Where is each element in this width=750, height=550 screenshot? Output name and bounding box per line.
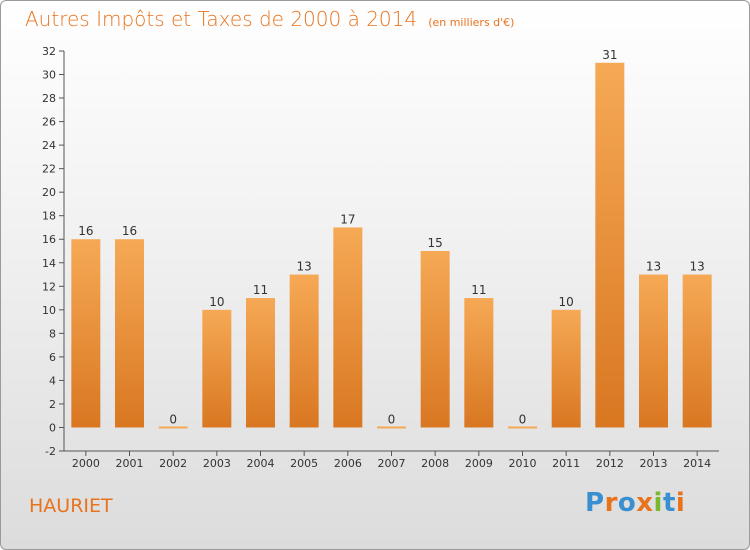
y-tick-label: 32 <box>42 45 56 58</box>
x-tick-label: 2014 <box>683 457 711 470</box>
bar <box>595 62 625 428</box>
x-tick-label: 2001 <box>116 457 144 470</box>
logo-letter: o <box>617 488 637 518</box>
bar <box>246 298 275 428</box>
y-tick-label: 16 <box>42 233 56 246</box>
x-tick-label: 2009 <box>465 457 493 470</box>
bar <box>464 298 494 428</box>
x-tick-label: 2013 <box>640 457 668 470</box>
logo-letter: i <box>653 488 663 518</box>
bar-value-label: 31 <box>602 48 617 62</box>
y-tick-label: 4 <box>49 374 56 387</box>
x-tick-label: 2000 <box>72 457 100 470</box>
y-tick-label: 22 <box>42 163 56 176</box>
y-tick-label: 30 <box>42 69 56 82</box>
x-tick-label: 2005 <box>290 457 318 470</box>
logo-letter: r <box>604 488 618 518</box>
bar-value-label: 0 <box>519 412 527 426</box>
bar-value-label: 0 <box>169 412 177 426</box>
y-tick-label: 18 <box>42 210 56 223</box>
bar-value-label: 10 <box>209 295 224 309</box>
bar-value-label: 16 <box>122 224 137 238</box>
bar <box>682 274 712 428</box>
bar-value-label: 0 <box>388 412 396 426</box>
x-tick-label: 2011 <box>552 457 580 470</box>
y-tick-label: 24 <box>42 139 56 152</box>
bar <box>158 426 188 429</box>
y-tick-label: 0 <box>49 421 56 434</box>
y-tick-label: 28 <box>42 92 56 105</box>
bar <box>71 239 101 428</box>
bar-value-label: 17 <box>340 212 355 226</box>
bar <box>333 227 363 428</box>
y-tick-label: -2 <box>45 445 56 458</box>
x-tick-label: 2002 <box>159 457 187 470</box>
x-tick-label: 2007 <box>378 457 406 470</box>
x-tick-label: 2006 <box>334 457 362 470</box>
bar-value-label: 11 <box>253 283 268 297</box>
bar <box>115 239 144 428</box>
y-tick-label: 12 <box>42 280 56 293</box>
x-tick-label: 2003 <box>203 457 231 470</box>
y-tick-label: 8 <box>49 327 56 340</box>
chart-title-main: Autres Impôts et Taxes de 2000 à 2014 <box>25 7 418 31</box>
bar-value-label: 11 <box>471 283 486 297</box>
y-tick-label: 20 <box>42 186 56 199</box>
y-tick-label: 10 <box>42 304 56 317</box>
logo-letter: x <box>636 488 654 518</box>
proxiti-logo: Proxiti <box>585 488 685 518</box>
bar-value-label: 16 <box>78 224 93 238</box>
bar <box>420 251 450 428</box>
y-tick-label: 14 <box>42 257 56 270</box>
bar <box>639 274 668 428</box>
x-tick-label: 2012 <box>596 457 624 470</box>
bar <box>508 426 537 429</box>
x-tick-label: 2008 <box>421 457 449 470</box>
bar <box>289 274 319 428</box>
bar-value-label: 13 <box>690 260 705 274</box>
bar <box>551 309 581 428</box>
bar-value-label: 13 <box>297 260 312 274</box>
bar <box>377 426 406 429</box>
logo-letter: P <box>585 488 605 518</box>
x-tick-label: 2004 <box>247 457 275 470</box>
chart-subtitle: (en milliers d'€) <box>428 16 515 29</box>
y-tick-label: 2 <box>49 398 56 411</box>
chart-title: Autres Impôts et Taxes de 2000 à 2014 (e… <box>25 7 514 31</box>
logo-letter: i <box>675 488 686 518</box>
bar-value-label: 10 <box>559 295 574 309</box>
y-tick-label: 6 <box>49 351 56 364</box>
bar-value-label: 15 <box>428 236 443 250</box>
bar <box>202 309 232 428</box>
y-tick-label: 26 <box>42 116 56 129</box>
bar-value-label: 13 <box>646 260 661 274</box>
commune-name: HAURIET <box>29 495 113 517</box>
x-tick-label: 2010 <box>509 457 537 470</box>
logo-letter: t <box>662 488 676 518</box>
